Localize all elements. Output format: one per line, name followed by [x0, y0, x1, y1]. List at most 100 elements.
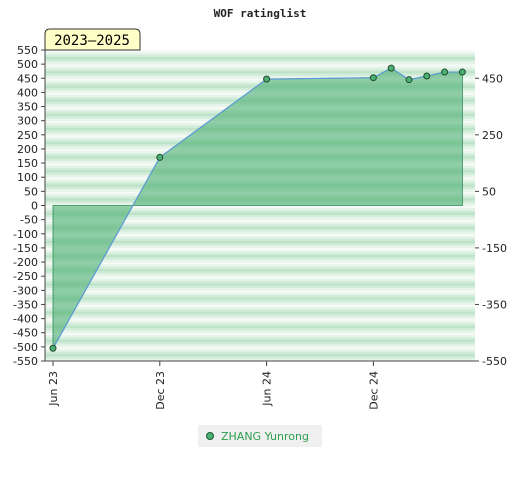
background-band — [45, 344, 475, 348]
background-band — [45, 358, 475, 362]
background-band — [45, 68, 475, 72]
background-band — [45, 59, 475, 63]
background-band — [45, 57, 475, 60]
left-tick-label: 350 — [17, 101, 38, 114]
left-tick-label: -400 — [13, 313, 38, 326]
left-tick-label: -450 — [13, 327, 38, 340]
background-band — [45, 233, 475, 237]
background-band — [45, 269, 475, 272]
left-tick-label: -250 — [13, 270, 38, 283]
left-tick-label: 50 — [24, 185, 38, 198]
background-band — [45, 316, 475, 319]
axes: 550500450400350300250200150100500-50-100… — [13, 44, 507, 410]
background-band — [45, 342, 475, 345]
period-label: 2023–2025 — [54, 33, 130, 49]
background-band — [45, 320, 475, 324]
background-band — [45, 229, 475, 232]
background-band — [45, 224, 475, 228]
background-band — [45, 273, 475, 277]
right-tick-label: 450 — [482, 72, 503, 85]
background-band — [45, 226, 475, 230]
background-band — [45, 210, 475, 213]
left-tick-label: -100 — [13, 228, 38, 241]
x-tick-label: Jun 24 — [261, 371, 274, 407]
background-band — [45, 236, 475, 239]
background-band — [45, 330, 475, 334]
background-band — [45, 205, 475, 209]
background-band — [45, 313, 475, 317]
background-band — [45, 337, 475, 341]
background-band — [45, 299, 475, 303]
background-band — [45, 266, 475, 270]
data-points — [49, 64, 466, 352]
left-tick-label: 400 — [17, 86, 38, 99]
x-tick-label: Jun 23 — [47, 371, 60, 407]
x-tick-label: Dec 23 — [154, 371, 167, 410]
background-band — [45, 304, 475, 308]
background-band — [45, 302, 475, 305]
background-band — [45, 351, 475, 355]
background-band — [45, 221, 475, 225]
x-tick-label: Dec 24 — [367, 371, 380, 410]
right-tick-label: 50 — [482, 185, 496, 198]
background-band — [45, 61, 475, 65]
background-band — [45, 54, 475, 58]
background-band — [45, 328, 475, 331]
background-band — [45, 240, 475, 244]
background-band — [45, 245, 475, 249]
background-band — [45, 346, 475, 350]
background-band — [45, 231, 475, 235]
left-tick-label: -200 — [13, 256, 38, 269]
background-band — [45, 262, 475, 265]
data-point — [441, 68, 449, 76]
data-point — [458, 68, 466, 76]
background-band — [45, 278, 475, 282]
background-band — [45, 50, 475, 53]
chart-title: WOF ratinglist — [214, 7, 307, 20]
background-band — [45, 285, 475, 289]
background-band — [45, 259, 475, 263]
background-band — [45, 71, 475, 74]
background-band — [45, 257, 475, 260]
background-band — [45, 254, 475, 258]
background-band — [45, 295, 475, 298]
background-band — [45, 252, 475, 256]
background-band — [45, 271, 475, 275]
background-band — [45, 309, 475, 312]
right-tick-label: -550 — [482, 355, 507, 368]
left-tick-label: 100 — [17, 171, 38, 184]
data-point — [263, 75, 271, 83]
background-band — [45, 73, 475, 77]
background-band — [45, 283, 475, 286]
left-tick-label: 500 — [17, 58, 38, 71]
background-band — [45, 217, 475, 220]
background-band — [45, 353, 475, 357]
background-band — [45, 52, 475, 56]
left-tick-label: 300 — [17, 115, 38, 128]
period-badge-shape — [44, 28, 141, 51]
background-band — [45, 243, 475, 246]
background-band — [45, 207, 475, 211]
background-band — [45, 80, 475, 84]
background-band — [45, 306, 475, 310]
background-band — [45, 78, 475, 81]
background-band — [45, 332, 475, 336]
background-band — [45, 247, 475, 251]
background-band — [45, 75, 475, 79]
legend-marker-icon — [206, 432, 214, 440]
left-tick-label: 450 — [17, 72, 38, 85]
left-tick-label: -150 — [13, 242, 38, 255]
background-band — [45, 297, 475, 301]
left-tick-label: 550 — [17, 44, 38, 57]
background-band — [45, 276, 475, 279]
background-band — [45, 64, 475, 67]
left-tick-label: -50 — [20, 214, 38, 227]
left-tick-label: -550 — [13, 355, 38, 368]
left-tick-label: 150 — [17, 157, 38, 170]
left-tick-label: 0 — [31, 200, 38, 213]
data-point — [387, 64, 395, 72]
left-tick-label: -300 — [13, 284, 38, 297]
background-band — [45, 349, 475, 352]
data-point — [405, 76, 413, 84]
data-point — [156, 153, 164, 161]
